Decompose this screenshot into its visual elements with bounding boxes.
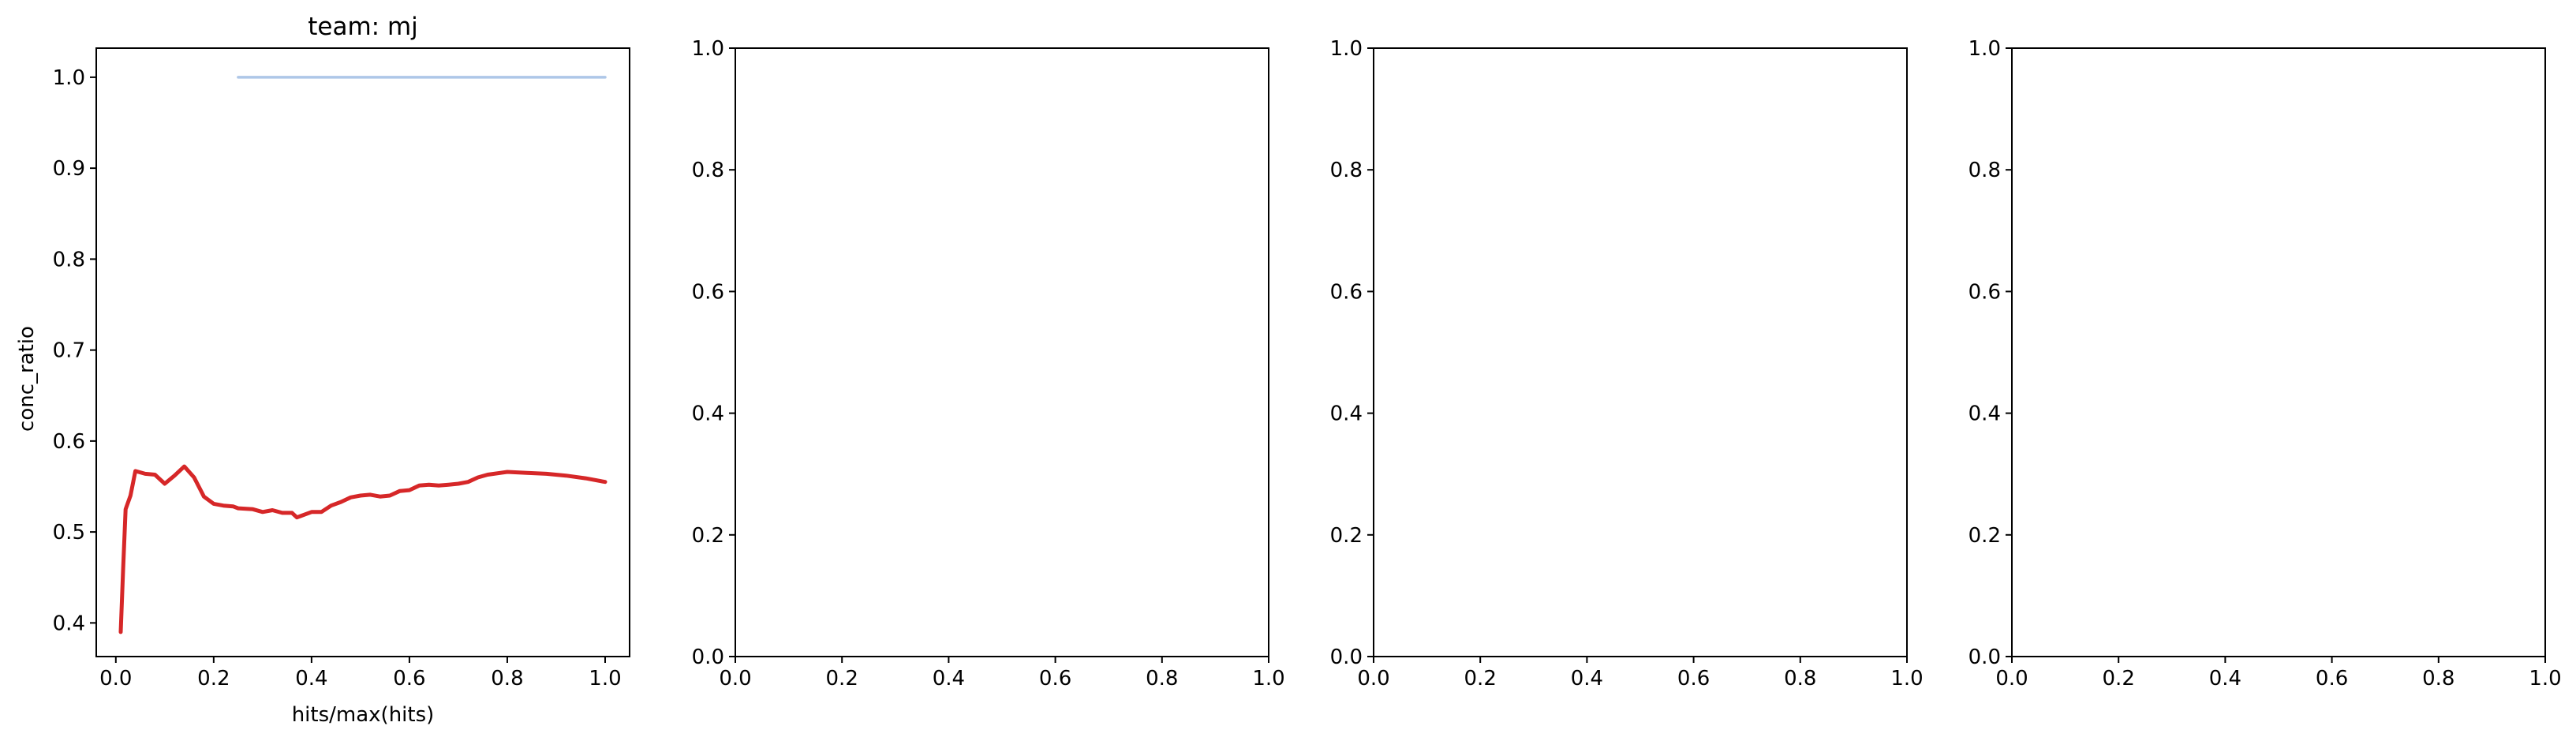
subplot-1-xtick-label-6: 1.0 xyxy=(589,667,621,690)
subplot-1-xlabel: hits/max(hits) xyxy=(292,703,435,727)
subplot-4-ytick-label-3: 0.4 xyxy=(1968,402,2001,426)
subplot-1-ytick-label-3: 0.6 xyxy=(53,430,85,454)
subplot-4-ytick-label-5: 0.8 xyxy=(1968,159,2001,182)
subplot-1-xtick-label-2: 0.2 xyxy=(197,667,230,690)
subplot-4-ytick-label-6: 1.0 xyxy=(1968,37,2001,61)
subplot-3-xtick-label-6: 1.0 xyxy=(1890,667,1923,690)
subplot-3-xtick-label-1: 0.0 xyxy=(1357,667,1389,690)
subplot-2-ytick-label-6: 1.0 xyxy=(692,37,724,61)
subplot-2-frame xyxy=(735,47,1269,657)
subplot-1-ytick-label-4: 0.7 xyxy=(53,339,85,363)
subplot-2-ytick-label-3: 0.4 xyxy=(692,402,724,426)
subplot-1-title: team: mj xyxy=(308,13,418,41)
subplot-4-xtick-label-3: 0.4 xyxy=(2209,667,2241,690)
subplot-2-xtick-label-4: 0.6 xyxy=(1039,667,1071,690)
subplot-2-ytick-label-4: 0.6 xyxy=(692,280,724,304)
subplot-1-ytick-label-5: 0.8 xyxy=(53,248,85,271)
subplot-1-ylabel: conc_ratio xyxy=(15,326,39,432)
subplot-2-xtick-label-2: 0.2 xyxy=(826,667,858,690)
subplot-1-ytick-label-1: 0.4 xyxy=(53,612,85,635)
subplot-4-xtick-label-2: 0.2 xyxy=(2103,667,2135,690)
subplot-4-frame xyxy=(2011,47,2546,657)
subplot-4-xtick-label-4: 0.6 xyxy=(2316,667,2348,690)
subplot-4-xtick-label-5: 0.8 xyxy=(2422,667,2454,690)
subplot-2-ytick-label-1: 0.0 xyxy=(692,646,724,669)
subplot-4-ytick-label-1: 0.0 xyxy=(1968,646,2001,669)
subplot-1-ytick-label-2: 0.5 xyxy=(53,521,85,545)
subplot-4-xtick-label-1: 0.0 xyxy=(1995,667,2028,690)
subplot-2-xtick-label-5: 0.8 xyxy=(1146,667,1178,690)
subplot-3-xtick-label-4: 0.6 xyxy=(1677,667,1710,690)
subplot-4: 0.0 0.2 0.4 0.6 0.8 1.0 0.0 0.2 0.4 0.6 0.8 1.0 xyxy=(1968,37,2562,690)
subplot-1-series-1-line xyxy=(118,464,608,634)
subplot-1-xtick-label-4: 0.6 xyxy=(393,667,425,690)
subplot-4-ytick-label-4: 0.6 xyxy=(1968,280,2001,304)
subplot-3-ytick-label-3: 0.4 xyxy=(1330,402,1363,426)
subplot-2: 0.0 0.2 0.4 0.6 0.8 1.0 0.0 0.2 0.4 0.6 0.8 1.0 xyxy=(692,37,1285,690)
subplot-1-xtick-label-1: 0.0 xyxy=(99,667,132,690)
subplot-1-ytick-label-7: 1.0 xyxy=(53,66,85,90)
subplot-3-ytick-label-1: 0.0 xyxy=(1330,646,1363,669)
subplot-3-ytick-label-2: 0.2 xyxy=(1330,524,1363,548)
subplot-2-xtick-label-1: 0.0 xyxy=(719,667,751,690)
subplot-3-ytick-label-6: 1.0 xyxy=(1330,37,1363,61)
subplot-3-xtick-label-3: 0.4 xyxy=(1571,667,1603,690)
subplot-3-xtick-label-5: 0.8 xyxy=(1784,667,1816,690)
subplot-1: team: mj hits/max(hits) conc_ratio 0.0 0.… xyxy=(15,13,630,727)
subplot-2-ytick-label-5: 0.8 xyxy=(692,159,724,182)
subplot-1-xtick-label-3: 0.4 xyxy=(295,667,327,690)
subplot-3-xtick-label-2: 0.2 xyxy=(1464,667,1497,690)
subplot-3-ytick-label-5: 0.8 xyxy=(1330,159,1363,182)
subplot-1-frame xyxy=(95,47,630,657)
subplot-1-ytick-label-6: 0.9 xyxy=(53,157,85,181)
subplot-3: 0.0 0.2 0.4 0.6 0.8 1.0 0.0 0.2 0.4 0.6 0.8 1.0 xyxy=(1330,37,1924,690)
subplot-3-ytick-label-4: 0.6 xyxy=(1330,280,1363,304)
subplot-1-xtick-label-5: 0.8 xyxy=(491,667,523,690)
subplot-2-ytick-label-2: 0.2 xyxy=(692,524,724,548)
subplot-2-xtick-label-6: 1.0 xyxy=(1252,667,1284,690)
subplot-2-xtick-label-3: 0.4 xyxy=(933,667,965,690)
subplot-4-ytick-label-2: 0.2 xyxy=(1968,524,2001,548)
subplot-4-xtick-label-6: 1.0 xyxy=(2529,667,2561,690)
subplot-3-frame xyxy=(1373,47,1908,657)
